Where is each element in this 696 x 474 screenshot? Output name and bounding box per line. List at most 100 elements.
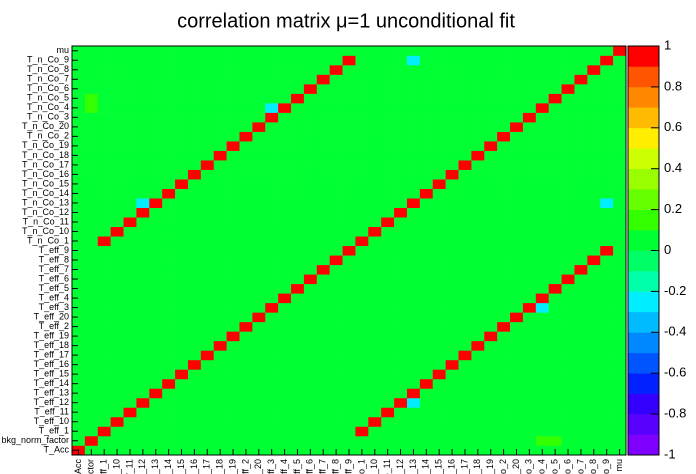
cell xyxy=(445,84,459,94)
cell xyxy=(123,274,137,285)
cell xyxy=(522,359,537,370)
cell xyxy=(535,340,549,351)
colorbar-tick-label: 0.6 xyxy=(664,119,682,134)
cell xyxy=(548,131,562,142)
cell xyxy=(342,169,356,180)
cell xyxy=(200,407,215,418)
cell xyxy=(368,131,382,142)
cell xyxy=(432,112,446,123)
cell xyxy=(213,160,227,170)
colorbar-bin xyxy=(628,107,659,129)
cell xyxy=(458,103,472,113)
cell xyxy=(162,274,176,285)
cell xyxy=(587,84,601,94)
cell xyxy=(278,236,292,247)
cell xyxy=(600,141,614,151)
cell xyxy=(226,150,240,161)
cell xyxy=(291,141,305,151)
cell xyxy=(561,255,575,266)
cell xyxy=(252,188,266,199)
cell xyxy=(72,350,86,361)
cell xyxy=(303,416,318,427)
cell xyxy=(110,255,124,266)
cell xyxy=(381,312,395,323)
cell xyxy=(419,340,434,351)
cell xyxy=(535,407,549,418)
cell xyxy=(342,302,356,313)
cell xyxy=(445,217,459,228)
cell xyxy=(613,283,627,294)
cell xyxy=(497,93,511,104)
cell xyxy=(381,179,395,189)
cell xyxy=(123,188,137,199)
cell xyxy=(613,84,627,94)
cell xyxy=(445,378,459,389)
cell xyxy=(213,236,227,247)
cell xyxy=(329,407,343,418)
x-tick-label: T_n_Co_10 xyxy=(369,459,379,474)
cell xyxy=(187,207,202,218)
cell xyxy=(522,207,537,218)
y-tick-label: T_n_Co_18 xyxy=(22,150,69,160)
cell xyxy=(278,198,292,208)
cell xyxy=(355,198,369,208)
cell xyxy=(381,397,395,408)
cell xyxy=(149,55,163,66)
y-tick-label: T_Acc xyxy=(43,445,69,455)
cell xyxy=(548,122,562,132)
cell xyxy=(471,217,485,228)
cell xyxy=(316,340,330,351)
cell xyxy=(110,93,124,104)
cell xyxy=(265,179,279,189)
cell xyxy=(149,141,163,151)
cell xyxy=(600,65,614,75)
cell xyxy=(445,397,459,408)
cell xyxy=(97,378,111,389)
cell xyxy=(123,302,137,313)
cell xyxy=(303,435,318,446)
cell xyxy=(149,160,163,170)
cell xyxy=(84,340,99,351)
colorbar-bin xyxy=(628,148,659,169)
cell xyxy=(252,312,266,323)
cell xyxy=(510,426,524,437)
cell xyxy=(368,255,382,266)
cell xyxy=(561,150,575,161)
cell xyxy=(175,188,189,199)
cell xyxy=(587,369,601,380)
cell xyxy=(278,321,292,332)
cell xyxy=(149,283,163,294)
cell xyxy=(291,122,305,132)
cell xyxy=(600,359,614,370)
cell xyxy=(316,198,330,208)
cell xyxy=(561,65,575,75)
cell xyxy=(342,226,356,237)
cell xyxy=(123,93,137,104)
cell xyxy=(252,397,266,408)
x-tick-label: T_n_Co_7 xyxy=(575,459,585,474)
cell xyxy=(381,264,395,275)
cell xyxy=(316,350,330,361)
cell xyxy=(484,112,498,123)
cell xyxy=(72,160,86,170)
y-tick-label: T_eff_2 xyxy=(39,321,69,331)
cell xyxy=(200,198,215,208)
cell xyxy=(84,397,99,408)
cell xyxy=(368,122,382,132)
cell xyxy=(278,103,292,113)
cell xyxy=(187,103,202,113)
cell xyxy=(329,198,343,208)
cell xyxy=(406,93,421,104)
cell xyxy=(291,388,305,399)
cell xyxy=(368,435,382,446)
colorbar-tick-label: 1 xyxy=(664,37,671,52)
cell xyxy=(432,407,446,418)
cell xyxy=(342,65,356,75)
cell xyxy=(535,93,549,104)
cell xyxy=(123,84,137,94)
cell xyxy=(561,112,575,123)
cell xyxy=(355,397,369,408)
cell xyxy=(303,340,318,351)
cell xyxy=(136,359,150,370)
cell xyxy=(355,112,369,123)
